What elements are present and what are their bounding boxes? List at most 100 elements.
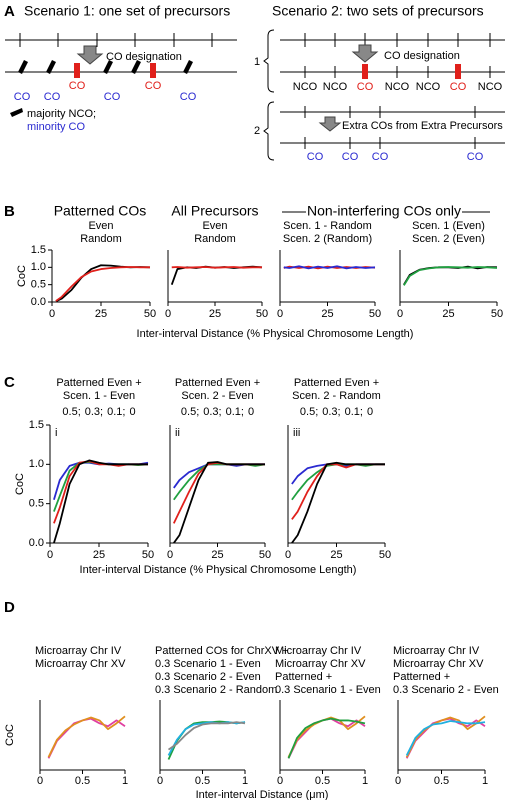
y-tick-label: 0.5 bbox=[31, 279, 46, 291]
legend-entry: Microarray Chr XV bbox=[275, 658, 366, 670]
legend-text: minority CO bbox=[27, 121, 86, 133]
series-line bbox=[405, 720, 486, 756]
co-label: CO bbox=[307, 151, 324, 163]
legend-entry: Even bbox=[88, 220, 113, 232]
series-line bbox=[173, 461, 265, 544]
legend-entry: Scen. 1 - Random bbox=[283, 220, 372, 232]
legend-entry: Patterned +0.3 Scenario 2 - Even bbox=[393, 671, 499, 696]
group-number: 2 bbox=[254, 125, 260, 137]
legend: 0.5; 0.3; 0.1; 0 bbox=[181, 406, 254, 418]
arrow bbox=[351, 44, 379, 63]
precursor-marks bbox=[18, 60, 193, 74]
legend-entry: 0.3 Scenario 2 - Random bbox=[155, 684, 277, 696]
legend-separator: ; bbox=[78, 406, 81, 418]
x-tick-label: 0 bbox=[277, 308, 283, 320]
legend-entry: 0.5 bbox=[62, 406, 77, 418]
series-line bbox=[167, 721, 246, 756]
series-line bbox=[171, 266, 262, 269]
y-tick-label: 1.0 bbox=[29, 458, 44, 470]
x-tick-label: 25 bbox=[93, 549, 105, 561]
co-label: CO bbox=[69, 80, 86, 92]
x-tick-label: 0 bbox=[395, 775, 401, 787]
panel-annotation: i bbox=[55, 427, 57, 439]
y-tick-label: 0.5 bbox=[29, 498, 44, 510]
co-label: CO bbox=[467, 151, 484, 163]
legend-entry: 0.5 bbox=[300, 406, 315, 418]
legend-entry: Patterned +0.3 Scenario 1 - Even bbox=[275, 671, 381, 696]
x-tick-label: 50 bbox=[144, 308, 156, 320]
legend: 0.5; 0.3; 0.1; 0 bbox=[300, 406, 373, 418]
co-label: CO bbox=[180, 91, 197, 103]
x-tick-label: 0.5 bbox=[315, 775, 330, 787]
y-tick-label: 0.0 bbox=[31, 296, 46, 308]
arrow bbox=[76, 45, 104, 65]
bracket bbox=[263, 29, 275, 93]
panel-annotation: ii bbox=[175, 427, 180, 439]
precursor-line bbox=[5, 33, 237, 47]
x-tick-label: 50 bbox=[259, 549, 271, 561]
series-line bbox=[173, 463, 265, 489]
x-tick-label: 1 bbox=[362, 775, 368, 787]
chromosome-line bbox=[280, 137, 505, 149]
scenario-title: Scenario 2: two sets of precursors bbox=[272, 3, 484, 19]
series-line bbox=[291, 463, 385, 520]
group-header: Non-interfering COs only bbox=[307, 203, 461, 219]
legend-entry: Random bbox=[80, 233, 122, 245]
x-axis-label: Inter-interval Distance (% Physical Chro… bbox=[80, 564, 357, 576]
x-tick-label: 0 bbox=[277, 775, 283, 787]
precursor-line bbox=[280, 33, 505, 47]
co-label: CO bbox=[342, 151, 359, 163]
series-line bbox=[55, 266, 150, 302]
co-label: CO bbox=[104, 91, 121, 103]
chart-title: Patterned Even + Scen. 2 - Even bbox=[175, 377, 260, 402]
panel-label: C bbox=[4, 374, 15, 391]
series-line bbox=[167, 721, 246, 751]
x-tick-label: 0 bbox=[47, 549, 53, 561]
group-header: Patterned COs bbox=[54, 203, 147, 219]
legend-separator: ; bbox=[241, 406, 244, 418]
legend-entry: Scen. 1 (Even) bbox=[412, 220, 485, 232]
legend-entry: 0 bbox=[129, 406, 135, 418]
chart-title: Patterned Even + Scen. 2 - Random bbox=[292, 377, 381, 402]
legend-entry: 0 bbox=[248, 406, 254, 418]
co-mark bbox=[455, 64, 461, 79]
group-header: All Precursors bbox=[171, 203, 258, 219]
co-mark bbox=[74, 63, 80, 78]
x-tick-label: 50 bbox=[379, 549, 391, 561]
co-label: CO bbox=[14, 91, 31, 103]
x-tick-label: 0.5 bbox=[75, 775, 90, 787]
legend-entry: 0.3 bbox=[85, 406, 100, 418]
group-number: 1 bbox=[254, 56, 260, 68]
panel-label: D bbox=[4, 599, 15, 616]
x-tick-label: 0 bbox=[165, 308, 171, 320]
co-label: CO bbox=[372, 151, 389, 163]
x-tick-label: 0.5 bbox=[434, 775, 449, 787]
x-tick-label: 1 bbox=[122, 775, 128, 787]
legend-entry: 0.1 bbox=[226, 406, 241, 418]
legend-entry: Even bbox=[202, 220, 227, 232]
x-tick-label: 0 bbox=[285, 549, 291, 561]
co-label: CO bbox=[44, 91, 61, 103]
y-tick-label: 1.0 bbox=[31, 261, 46, 273]
x-tick-label: 25 bbox=[321, 308, 333, 320]
legend-entry: Microarray Chr XV bbox=[35, 658, 126, 670]
chart-title: Patterned Even + Scen. 1 - Even bbox=[56, 377, 141, 402]
legend-entry: 0.5 bbox=[181, 406, 196, 418]
series-line bbox=[403, 265, 498, 286]
legend-separator: ; bbox=[315, 406, 318, 418]
series-line bbox=[403, 266, 498, 286]
y-axis-label: CoC bbox=[16, 265, 28, 287]
x-axis-label: Inter-interval Distance (μm) bbox=[196, 789, 329, 800]
nco-label: NCO bbox=[478, 81, 503, 93]
legend-entry: 0.3 bbox=[203, 406, 218, 418]
series-line bbox=[287, 717, 366, 759]
panel-label: A bbox=[4, 3, 15, 20]
legend-separator: ; bbox=[338, 406, 341, 418]
co-label: CO bbox=[450, 81, 467, 93]
legend-separator: ; bbox=[100, 406, 103, 418]
y-tick-label: 0.0 bbox=[29, 537, 44, 549]
x-tick-label: 1 bbox=[242, 775, 248, 787]
panel-label: B bbox=[4, 203, 15, 220]
series-line bbox=[291, 461, 385, 544]
